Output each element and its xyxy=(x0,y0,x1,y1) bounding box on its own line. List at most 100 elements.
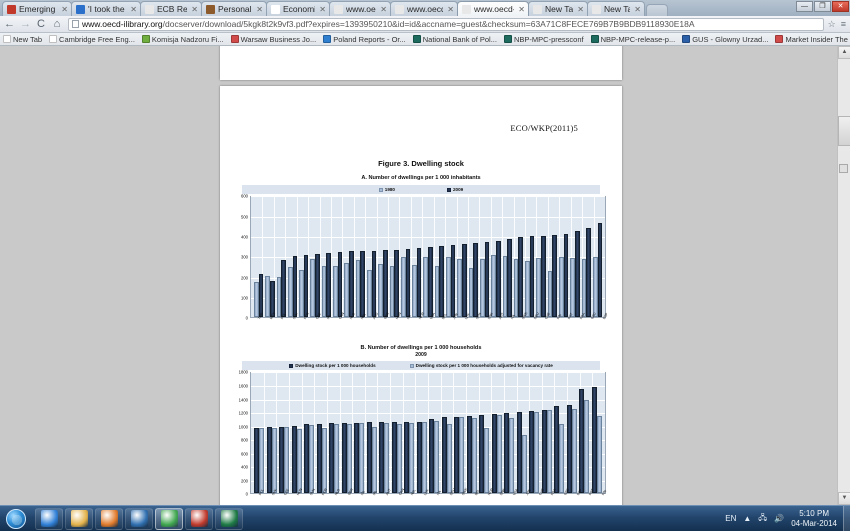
gridline-vertical xyxy=(390,373,392,494)
legend-swatch-icon xyxy=(289,363,294,368)
tab-close-icon[interactable]: ✕ xyxy=(191,4,198,14)
bar-series-2 xyxy=(309,424,315,494)
bookmark-item-8[interactable]: GUS - Glowny Urzad... xyxy=(682,35,768,44)
bookmark-item-1[interactable]: Cambridge Free Eng... xyxy=(49,35,135,44)
gridline-vertical xyxy=(402,373,404,494)
tab-close-icon[interactable]: ✕ xyxy=(256,4,263,14)
bar-group xyxy=(441,373,454,494)
bookmark-item-7[interactable]: NBP-MPC-release-p... xyxy=(590,35,675,44)
bar-series-2 xyxy=(382,250,388,318)
bar-series-2 xyxy=(529,236,535,318)
forward-icon[interactable]: → xyxy=(20,18,31,30)
tab-close-icon[interactable]: ✕ xyxy=(447,4,454,14)
bar-series-2 xyxy=(384,422,390,494)
gridline-vertical xyxy=(456,197,458,318)
vertical-scrollbar[interactable]: ▲ ▼ xyxy=(837,46,850,505)
browser-tab-7[interactable]: www.oecd-library ✕ xyxy=(457,1,529,16)
bookmark-item-2[interactable]: Komisja Nadzoru Fi... xyxy=(141,35,224,44)
bookmark-label: New Tab xyxy=(13,34,43,44)
address-bar[interactable]: www.oecd-ilibrary.org/docserver/download… xyxy=(68,17,824,31)
browser-tab-6[interactable]: www.oecd-library✕ xyxy=(390,1,458,16)
taskbar-item-outlook[interactable] xyxy=(95,507,123,530)
maximize-button[interactable]: ❐ xyxy=(814,1,831,12)
browser-tab-4[interactable]: Economie France ✕ xyxy=(266,1,330,16)
bar-series-1 xyxy=(391,422,397,494)
pdf-viewport[interactable]: ECO/WKP(2011)5 Figure 3. Dwelling stock … xyxy=(0,46,850,505)
bookmark-item-6[interactable]: NBP-MPC-pressconf xyxy=(503,35,584,44)
bar-series-2 xyxy=(450,245,456,318)
browser-tab-9[interactable]: New Tab ✕ xyxy=(587,1,645,16)
taskbar-item-excel[interactable] xyxy=(215,507,243,530)
taskbar-item-windows-explorer[interactable] xyxy=(65,507,93,530)
tab-close-icon[interactable]: ✕ xyxy=(61,4,68,14)
scroll-up-icon[interactable]: ▲ xyxy=(838,46,850,59)
bar-series-1 xyxy=(366,422,372,494)
bookmark-item-0[interactable]: New Tab xyxy=(3,35,42,44)
tab-close-icon[interactable]: ✕ xyxy=(130,4,137,14)
bar-group xyxy=(287,197,298,318)
gridline-vertical xyxy=(453,373,455,494)
browser-tab-1[interactable]: 'I took the liberty ✕ xyxy=(71,1,141,16)
bar-series-1 xyxy=(333,265,338,318)
bar-group xyxy=(516,373,529,494)
browser-tab-0[interactable]: Emerging market ✕ xyxy=(2,1,72,16)
tab-close-icon[interactable]: ✕ xyxy=(319,4,326,14)
show-hidden-icons-icon[interactable]: ▲ xyxy=(743,514,752,523)
bookmark-item-9[interactable]: Market Insider The F... xyxy=(775,35,850,44)
show-desktop-button[interactable] xyxy=(843,505,850,531)
taskbar-item-adobe-reader[interactable] xyxy=(185,507,213,530)
bar-series-1 xyxy=(321,266,327,318)
browser-tab-3[interactable]: Personal website ✕ xyxy=(201,1,267,16)
bookmark-item-3[interactable]: Warsaw Business Jo... xyxy=(230,35,316,44)
start-button[interactable] xyxy=(1,507,31,531)
bookmark-label: GUS - Glowny Urzad... xyxy=(692,34,769,44)
bar-series-2 xyxy=(409,422,415,494)
bookmark-item-5[interactable]: National Bank of Pol... xyxy=(412,35,497,44)
bar-series-2 xyxy=(296,429,302,494)
language-indicator[interactable]: EN xyxy=(725,514,737,523)
taskbar-item-lync[interactable] xyxy=(125,507,153,530)
gridline-vertical xyxy=(365,197,367,318)
bar-series-2 xyxy=(584,400,590,494)
home-icon[interactable]: ⌂ xyxy=(53,18,61,30)
menu-icon[interactable]: ≡ xyxy=(840,19,846,29)
network-icon[interactable]: 🖧 xyxy=(758,512,768,522)
browser-tab-5[interactable]: www.oecd.org/fi ✕ xyxy=(329,1,391,16)
tab-label: www.oecd-library xyxy=(474,4,514,14)
volume-icon[interactable]: 🔊 xyxy=(774,514,785,523)
bar-series-2 xyxy=(495,241,501,318)
bookmark-star-icon[interactable]: ☆ xyxy=(827,18,836,29)
minimize-button[interactable]: — xyxy=(796,1,813,12)
bookmark-item-4[interactable]: Poland Reports - Or... xyxy=(323,35,406,44)
pdf-toolbar-button[interactable] xyxy=(839,164,848,173)
back-icon[interactable]: ← xyxy=(4,18,15,30)
scroll-down-icon[interactable]: ▼ xyxy=(838,492,850,505)
bar-series-1 xyxy=(547,271,553,318)
tab-close-icon[interactable]: ✕ xyxy=(634,4,641,14)
bar-series-2 xyxy=(459,417,465,494)
new-tab-button[interactable] xyxy=(646,4,668,16)
tab-favicon-icon xyxy=(462,4,471,14)
browser-tab-8[interactable]: New Tab✕ xyxy=(528,1,588,16)
gridline-vertical xyxy=(285,197,287,318)
reload-icon[interactable]: C xyxy=(37,18,45,30)
y-axis-tick-label: 200 xyxy=(241,275,248,281)
tab-close-icon[interactable]: ✕ xyxy=(380,4,387,14)
bar-group xyxy=(341,373,354,494)
taskbar-item-google-chrome[interactable] xyxy=(155,507,183,530)
y-axis-tick-label: 1800 xyxy=(238,369,248,375)
tab-favicon-icon xyxy=(7,4,16,14)
clock[interactable]: 5:10 PM 04-Mar-2014 xyxy=(791,509,837,527)
tab-close-icon[interactable]: ✕ xyxy=(518,4,525,14)
bar-series-2 xyxy=(574,231,580,318)
bookmark-favicon-icon xyxy=(141,35,150,43)
bar-series-2 xyxy=(484,428,490,494)
tab-favicon-icon xyxy=(145,4,154,14)
gridline-horizontal xyxy=(251,196,605,198)
taskbar-item-internet-explorer[interactable] xyxy=(35,507,63,530)
browser-tab-2[interactable]: ECB Research✕ xyxy=(140,1,202,16)
y-axis-tick-label: 0 xyxy=(245,315,248,321)
tab-close-icon[interactable]: ✕ xyxy=(577,4,584,14)
close-button[interactable]: ✕ xyxy=(832,1,849,12)
scrollbar-thumb[interactable] xyxy=(838,116,850,146)
